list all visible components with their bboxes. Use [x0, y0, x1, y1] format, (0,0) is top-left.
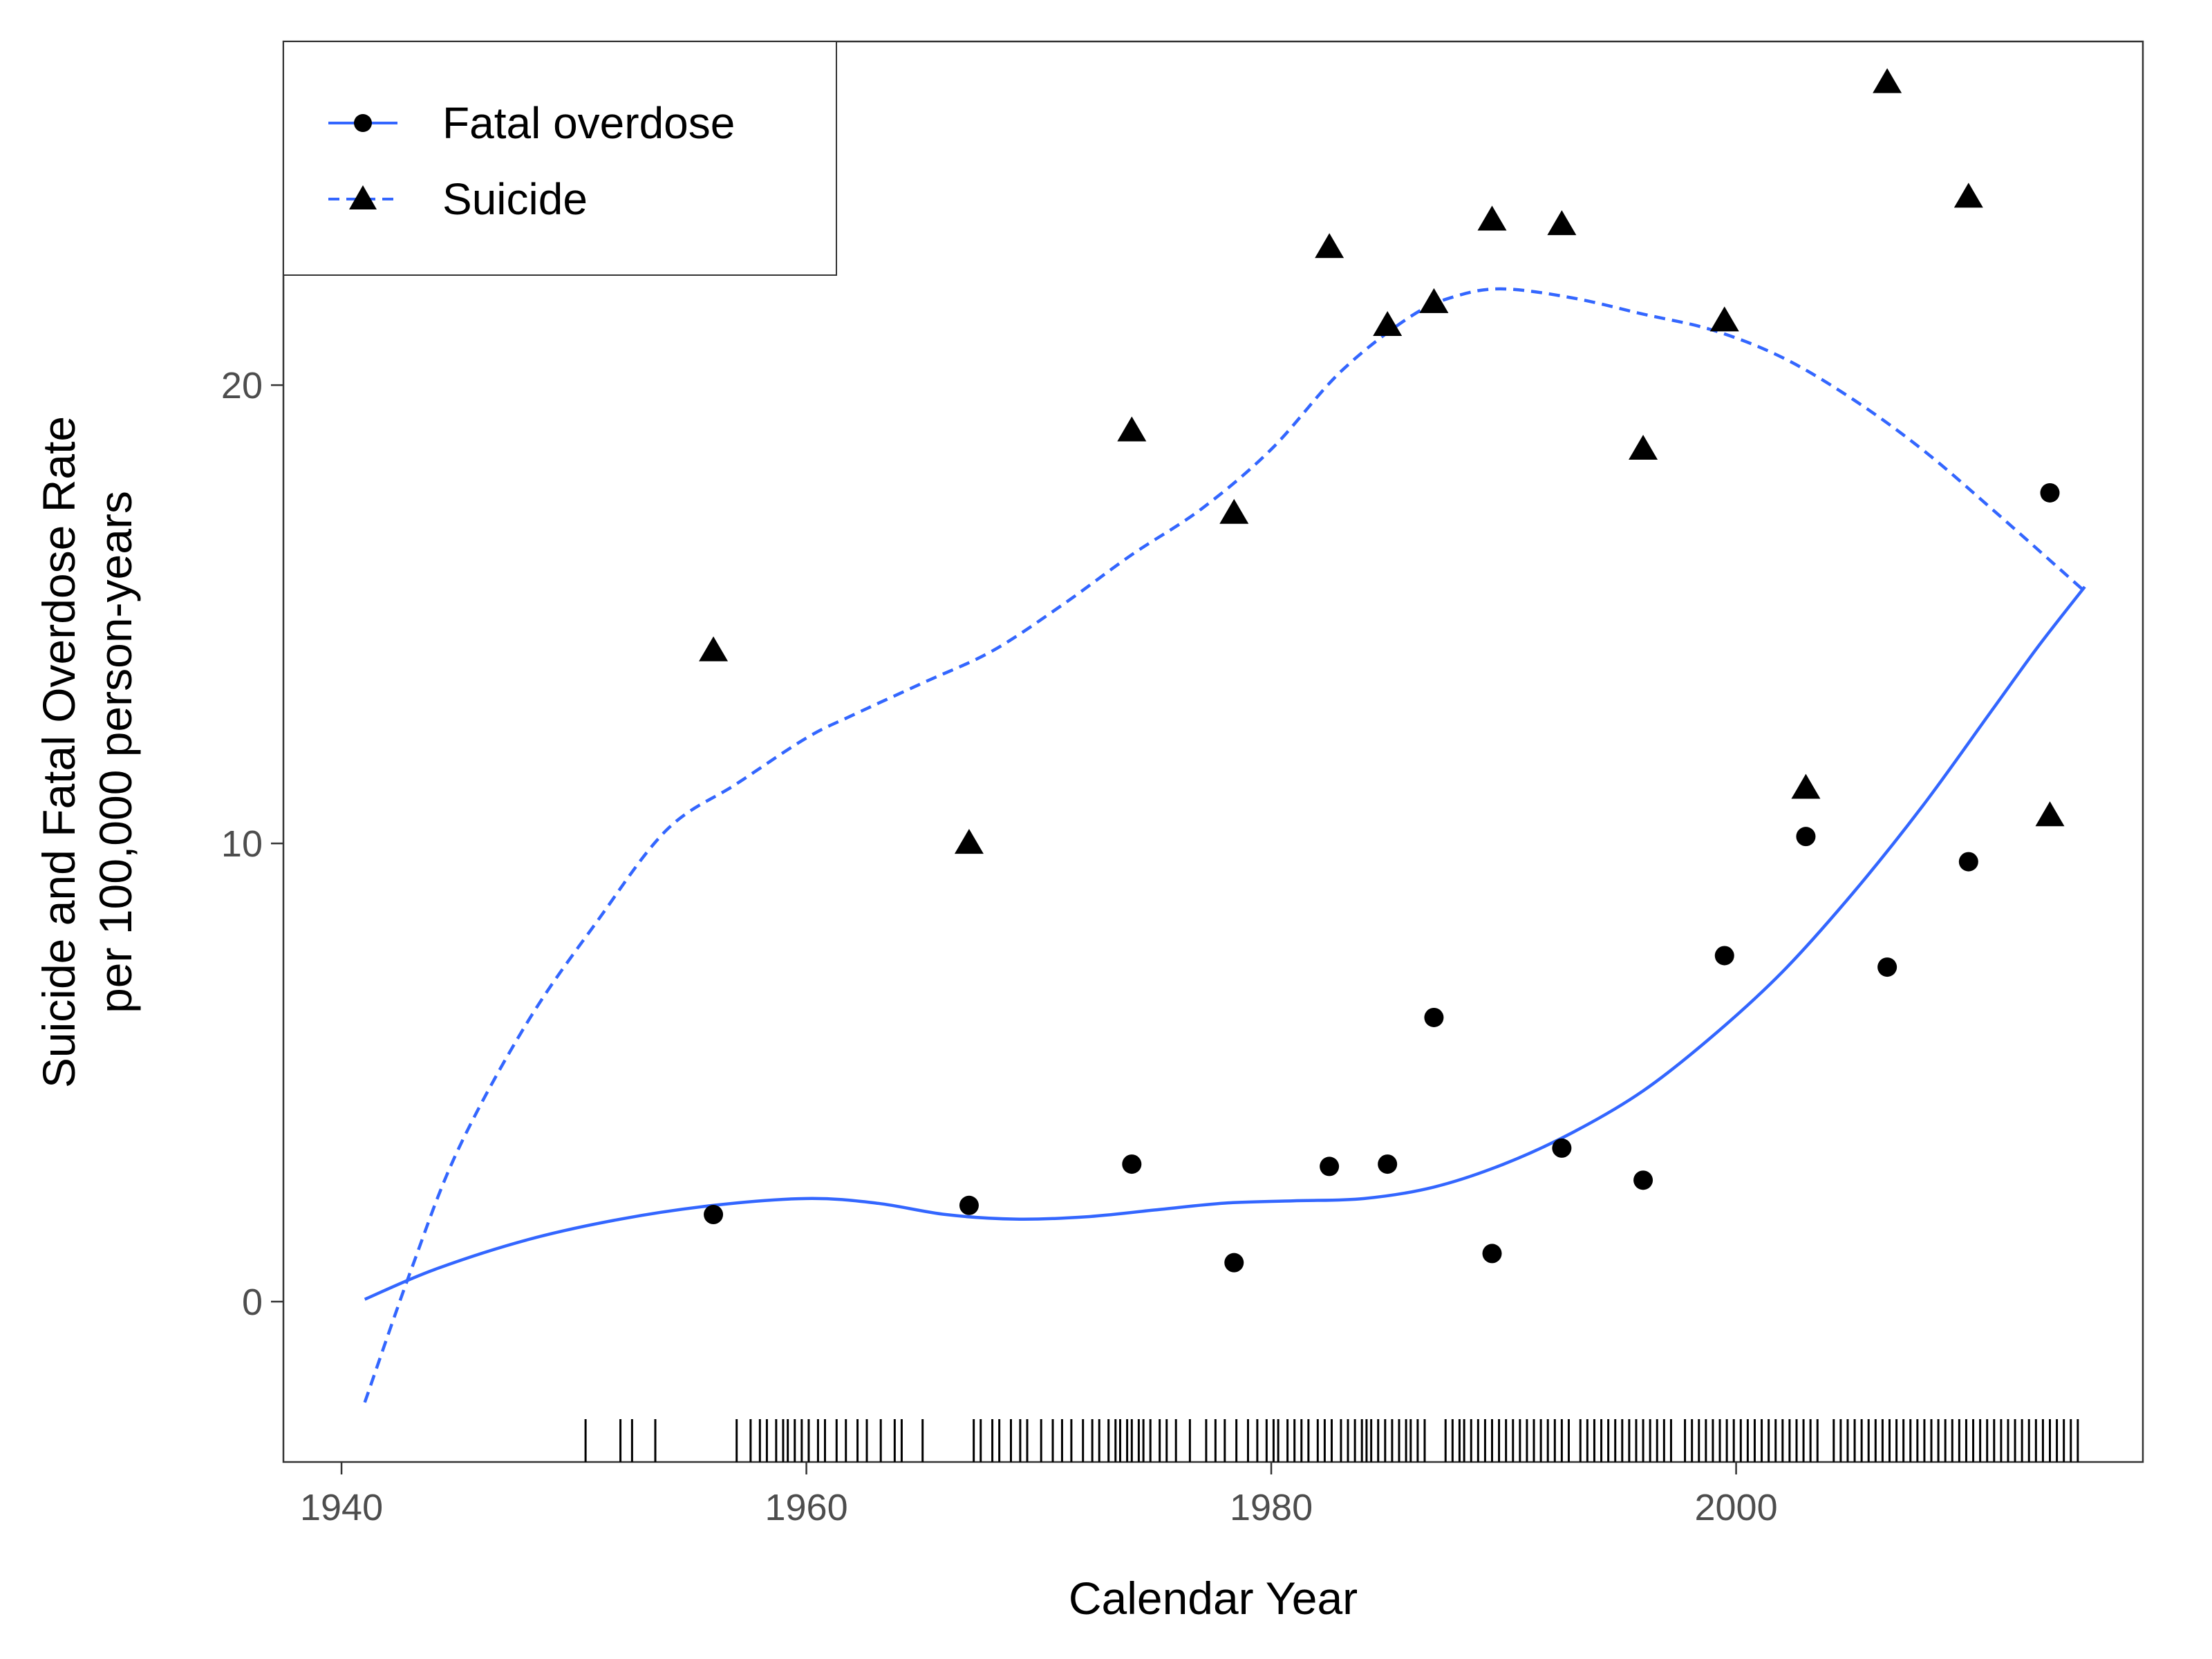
x-axis: 1940 1960 1980 2000	[300, 1462, 1778, 1528]
data-points	[699, 68, 2065, 1273]
overdose-point	[959, 1195, 979, 1215]
overdose-point	[1958, 852, 1978, 872]
suicide-point	[1117, 416, 1147, 442]
overdose-point	[1877, 957, 1897, 977]
suicide-point	[1953, 182, 1983, 208]
overdose-point	[2040, 482, 2060, 503]
y-axis-title-line2: per 100,000 person-years	[90, 491, 141, 1013]
suicide-point	[1709, 306, 1739, 332]
x-tick-label: 1980	[1230, 1487, 1313, 1528]
overdose-point	[1633, 1170, 1653, 1190]
legend: Fatal overdose Suicide	[283, 41, 837, 276]
y-tick-label: 0	[242, 1282, 263, 1323]
suicide-point	[699, 636, 729, 662]
x-tick-label: 2000	[1694, 1487, 1777, 1528]
overdose-point	[1714, 946, 1734, 966]
y-axis: 0 10 20	[221, 365, 283, 1323]
y-tick-label: 10	[221, 823, 263, 865]
overdose-point	[1482, 1244, 1502, 1264]
y-axis-title: Suicide and Fatal Overdose Rate	[33, 416, 84, 1088]
overdose-point	[1224, 1253, 1244, 1273]
x-axis-title: Calendar Year	[1069, 1573, 1358, 1624]
legend-label-suicide: Suicide	[442, 174, 588, 224]
suicide-point	[1219, 498, 1249, 524]
overdose-point	[704, 1205, 724, 1225]
x-tick-label: 1960	[765, 1487, 847, 1528]
legend-label-overdose: Fatal overdose	[442, 98, 735, 148]
suicide-point	[1629, 434, 1658, 460]
suicide-point	[1873, 68, 1902, 93]
x-tick-label: 1940	[300, 1487, 383, 1528]
smooth-line-suicide	[363, 287, 2086, 1403]
suicide-point	[1373, 311, 1403, 336]
legend-box	[283, 41, 837, 276]
legend-key-marker-overdose	[354, 114, 372, 132]
suicide-point	[1547, 210, 1577, 236]
suicide-point	[1315, 233, 1344, 259]
overdose-point	[1320, 1156, 1340, 1177]
suicide-point	[954, 829, 984, 854]
overdose-point	[1378, 1154, 1398, 1174]
suicide-point	[1419, 288, 1449, 313]
suicide-point	[1477, 205, 1507, 231]
suicide-point	[1791, 774, 1821, 799]
overdose-point	[1796, 827, 1816, 847]
rug-marks	[584, 1419, 2079, 1462]
legend-key-marker-suicide	[349, 185, 377, 209]
overdose-point	[1424, 1007, 1444, 1027]
y-tick-label: 20	[221, 365, 263, 406]
suicide-point	[2035, 801, 2065, 827]
overdose-point	[1122, 1154, 1142, 1174]
overdose-point	[1552, 1138, 1572, 1158]
